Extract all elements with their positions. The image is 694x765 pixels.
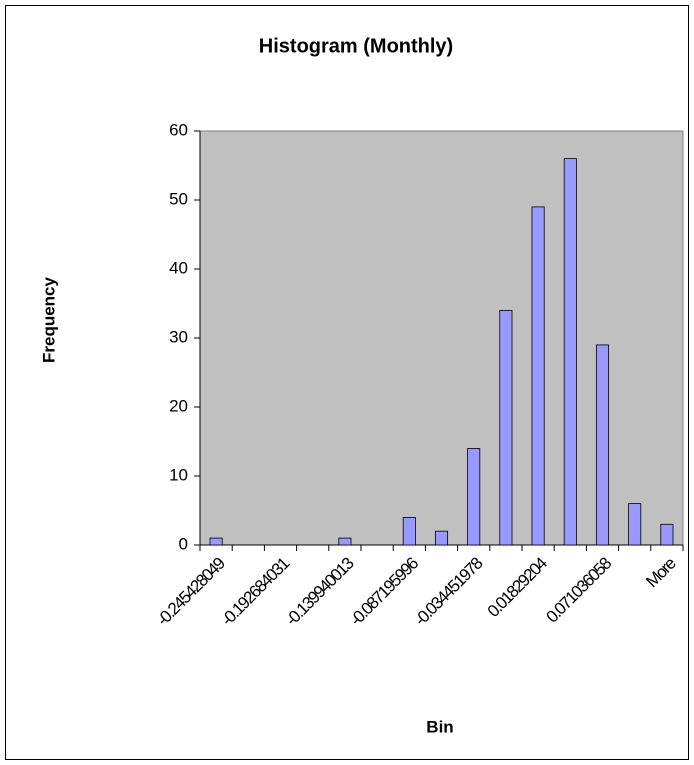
chart-title: Histogram (Monthly) bbox=[259, 35, 453, 57]
bar bbox=[467, 447, 481, 546]
y-tick-label: 10 bbox=[169, 465, 188, 484]
bar bbox=[434, 530, 449, 546]
bar bbox=[402, 517, 416, 546]
plot-area bbox=[199, 130, 684, 546]
y-tick-label: 50 bbox=[169, 189, 188, 208]
bar bbox=[499, 309, 513, 546]
bar bbox=[628, 503, 642, 546]
bar bbox=[563, 158, 577, 546]
y-tick-label: 30 bbox=[169, 327, 188, 346]
y-tick-label: 0 bbox=[179, 534, 188, 553]
bar bbox=[338, 537, 352, 546]
bar bbox=[531, 206, 545, 546]
y-tick-label: 40 bbox=[169, 258, 188, 277]
y-tick-label: 20 bbox=[169, 396, 188, 415]
bar bbox=[209, 537, 223, 546]
bar bbox=[660, 523, 674, 546]
y-tick-label: 60 bbox=[169, 120, 188, 139]
bar bbox=[595, 344, 610, 546]
x-axis-label: Bin bbox=[426, 717, 453, 736]
y-axis-label: Frequency bbox=[39, 276, 58, 363]
